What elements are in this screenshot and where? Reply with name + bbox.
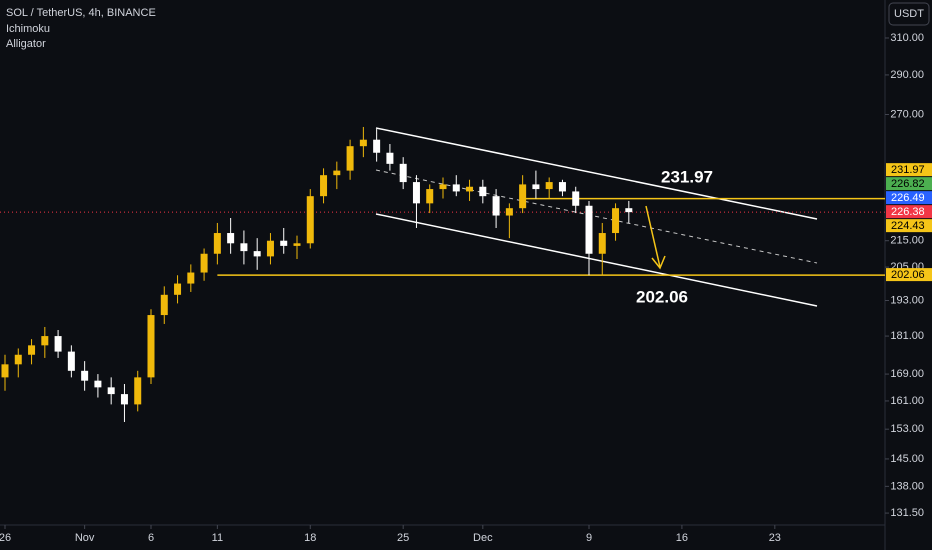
candle-body	[585, 205, 593, 254]
candle-body	[28, 345, 36, 355]
symbol-title: SOL / TetherUS, 4h, BINANCE	[6, 7, 156, 19]
candle-body	[519, 184, 527, 209]
price-label-box	[886, 268, 932, 282]
price-label: 202.06	[891, 269, 925, 281]
y-tick-label: 270.00	[890, 108, 924, 120]
candle-body	[14, 354, 22, 365]
x-tick-label: 23	[769, 532, 781, 544]
candle-body	[492, 196, 500, 216]
arrow-shaft	[645, 205, 661, 268]
price-label: 226.38	[891, 206, 925, 218]
x-tick-label: 26	[0, 532, 11, 544]
candle-body	[213, 233, 221, 254]
candle-body	[426, 189, 434, 204]
candle-body	[94, 380, 102, 388]
y-tick-label: 193.00	[890, 294, 924, 306]
candle-body	[293, 243, 301, 246]
price-label-box	[886, 205, 932, 219]
candle-body	[280, 240, 288, 246]
price-label-box	[886, 191, 932, 205]
candle-body	[67, 351, 75, 371]
x-tick-label: 18	[304, 532, 316, 544]
candle-body	[187, 272, 195, 284]
candle-body	[399, 163, 407, 183]
y-tick-label: 215.00	[890, 235, 924, 247]
price-label-box	[886, 219, 932, 233]
candle-body	[612, 208, 620, 234]
y-tick-label: 138.00	[890, 480, 924, 492]
candle-body	[386, 152, 394, 164]
candle-body	[54, 336, 62, 352]
y-tick-label: 181.00	[890, 330, 924, 342]
indicator: Alligator	[6, 38, 46, 50]
candle-body	[412, 182, 420, 204]
y-tick-label: 169.00	[890, 368, 924, 380]
y-tick-label: 145.00	[890, 453, 924, 465]
candle-body	[266, 240, 274, 257]
candle-body	[572, 191, 580, 206]
candle-body	[41, 336, 49, 346]
candle-body	[439, 184, 447, 190]
x-tick-label: Nov	[75, 532, 95, 544]
x-tick-label: 9	[586, 532, 592, 544]
candle-body	[466, 186, 474, 192]
price-label-box	[886, 163, 932, 177]
candle-body	[81, 370, 89, 381]
y-tick-label: 290.00	[890, 69, 924, 81]
x-tick-label: 11	[212, 532, 223, 544]
candle-body	[134, 377, 142, 405]
candle-body	[200, 253, 208, 273]
y-tick-label: 131.50	[890, 507, 924, 519]
candle-body	[320, 175, 328, 197]
channel-top	[375, 127, 818, 220]
arrow-head	[651, 255, 666, 270]
candle-body	[346, 146, 354, 171]
candle-body	[1, 364, 9, 378]
channel-bottom	[375, 213, 818, 307]
candle-body	[598, 233, 606, 254]
price-label: 231.97	[891, 164, 925, 176]
candle-body	[240, 243, 248, 252]
candle-body	[625, 208, 633, 213]
x-tick-label: Dec	[473, 532, 493, 544]
annotation: 231.97	[661, 167, 713, 186]
arrow	[645, 205, 666, 270]
candle-body	[160, 294, 168, 316]
candle-body	[558, 182, 566, 192]
x-tick-label: 25	[397, 532, 409, 544]
candle-body	[174, 283, 182, 295]
price-label: 226.82	[891, 178, 925, 190]
candle-body	[227, 233, 235, 244]
currency[interactable]: USDT	[894, 8, 924, 20]
candle-body	[306, 196, 314, 244]
candle-body	[532, 184, 540, 190]
currency-button[interactable]	[888, 2, 930, 26]
price-label-box	[886, 177, 932, 191]
indicator: Ichimoku	[6, 23, 50, 35]
annotation: 202.06	[636, 287, 688, 306]
candle-body	[359, 139, 367, 147]
candle-body	[373, 139, 381, 153]
candle-body	[147, 315, 155, 378]
y-tick-label: 161.00	[890, 395, 924, 407]
x-tick-label: 16	[676, 532, 688, 544]
candle-body	[333, 170, 341, 176]
y-tick-label: 310.00	[890, 32, 924, 44]
channel-mid	[375, 169, 818, 264]
candle-body	[452, 184, 460, 192]
y-tick-label: 153.00	[890, 423, 924, 435]
candle-body	[479, 186, 487, 197]
price-label: 224.43	[891, 220, 925, 232]
candle-body	[120, 394, 128, 405]
candle-body	[505, 208, 513, 216]
x-tick-label: 6	[148, 532, 154, 544]
trend-channel	[375, 127, 818, 307]
candle-body	[107, 387, 115, 395]
candle-body	[545, 182, 553, 190]
candle-body	[253, 251, 261, 257]
price-label: 226.49	[891, 192, 925, 204]
